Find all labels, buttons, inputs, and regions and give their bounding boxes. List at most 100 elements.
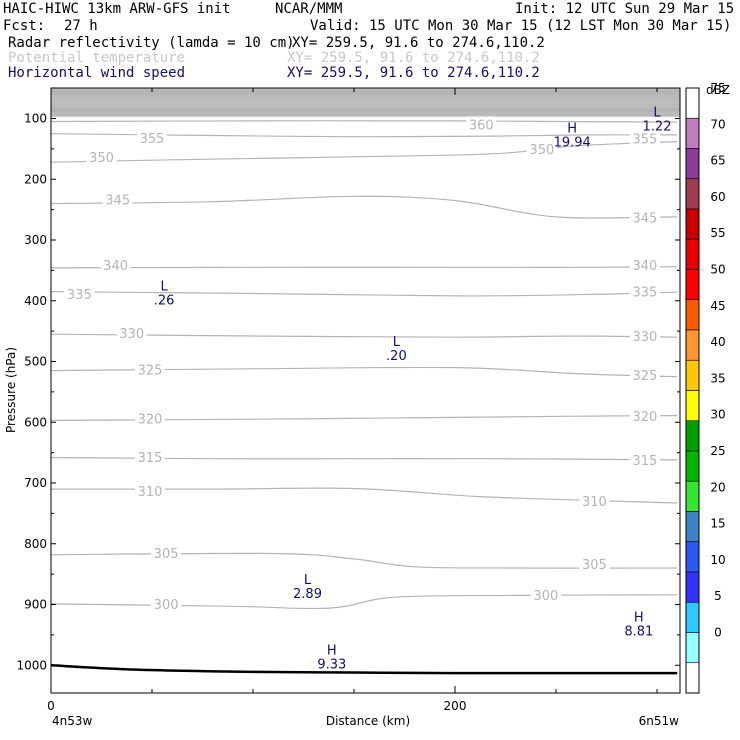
theta-label: 325 xyxy=(632,369,657,384)
colorbar-swatch xyxy=(685,390,700,422)
theta-label-bg xyxy=(135,361,165,377)
theta-label-bg xyxy=(629,328,660,343)
colorbar-level-label: 0 xyxy=(714,626,722,640)
theta-label-bg xyxy=(629,366,660,382)
theta-contour-360 xyxy=(51,120,678,123)
y-axis-title: Pressure (hPa) xyxy=(4,347,18,433)
wind-extremum-value: 8.81 xyxy=(624,625,653,640)
theta-label: 315 xyxy=(632,454,657,469)
x-tick-label: 0 xyxy=(47,699,55,713)
theta-label-bg xyxy=(102,191,133,207)
colorbar-swatch xyxy=(685,632,700,664)
theta-label-bg xyxy=(629,256,660,272)
wind-extremum-type: L xyxy=(653,105,661,120)
colorbar-title: dBZ xyxy=(706,83,730,97)
theta-label: 320 xyxy=(138,413,163,428)
theta-label: 340 xyxy=(632,259,657,274)
theta-label-bg xyxy=(137,129,167,145)
theta-contour-305 xyxy=(51,552,678,569)
wind-extremum-value: 19.94 xyxy=(554,136,591,151)
theta-label-bg xyxy=(135,410,165,426)
wind-extremum-value: 9.33 xyxy=(317,658,346,673)
colorbar-swatch xyxy=(685,117,700,149)
colorbar-frame xyxy=(685,87,700,694)
potential-temperature-contours xyxy=(51,120,678,610)
y-tick-label: 700 xyxy=(24,476,47,490)
x-start-location: 4n53w xyxy=(52,714,93,728)
colorbar-swatch xyxy=(685,178,700,210)
colorbar-swatch xyxy=(685,269,700,301)
theta-label-bg xyxy=(629,408,660,424)
theta-label: 360 xyxy=(469,119,494,134)
colorbar-swatch xyxy=(685,208,700,240)
theta-label: 345 xyxy=(632,212,657,227)
theta-label: 300 xyxy=(533,589,558,604)
colorbar-level-label: 25 xyxy=(710,444,725,458)
theta-label-bg xyxy=(135,482,165,498)
colorbar-level-label: 60 xyxy=(710,190,725,204)
plot-frame xyxy=(50,87,681,694)
theta-label: 355 xyxy=(632,133,657,148)
colorbar-level-label: 20 xyxy=(710,480,725,494)
institution-label: NCAR/MMM xyxy=(275,1,343,17)
wind-extremum-type: H xyxy=(327,644,337,659)
theta-label-bg xyxy=(629,130,660,146)
theta-label-bg xyxy=(466,116,497,132)
y-tick-label: 500 xyxy=(24,355,47,369)
colorbar-level-label: 75 xyxy=(710,81,725,95)
field-theta-xy: XY= 259.5, 91.6 to 274.6,110.2 xyxy=(287,50,540,66)
colorbar-level-label: 40 xyxy=(710,335,725,349)
potential-temperature-labels: 355 350 345 340 335 330 325 320 315 310 305 300 360 3… xyxy=(64,116,660,613)
stratosphere-contour-band xyxy=(51,88,680,117)
colorbar-swatch xyxy=(685,450,700,482)
theta-label-bg xyxy=(151,544,182,560)
colorbar-swatch xyxy=(685,420,700,452)
forecast-hour: 27 h xyxy=(64,18,98,34)
field-reflectivity-name: Radar reflectivity (lamda = 10 cm) xyxy=(8,35,295,51)
y-tick-label: 600 xyxy=(24,415,47,429)
wind-extremum-value: .26 xyxy=(154,294,175,309)
theta-contour-325 xyxy=(51,366,678,378)
axes: 100 200 300 400 500 600 700 800 900 1000 0 200 xyxy=(16,88,680,713)
field-theta-name: Potential temperature xyxy=(8,50,186,66)
theta-label: 335 xyxy=(67,288,92,303)
theta-label: 340 xyxy=(103,259,128,274)
valid-time: Valid: 15 UTC Mon 30 Mar 15 (12 LST Mon … xyxy=(310,18,732,34)
theta-label-bg xyxy=(86,148,117,164)
field-wind-name: Horizontal wind speed xyxy=(8,65,186,81)
forecast-label: Fcst: xyxy=(3,18,46,34)
theta-label: 320 xyxy=(632,410,657,425)
wind-extremum-type: L xyxy=(160,280,168,295)
colorbar-swatch xyxy=(685,299,700,331)
y-tick-label: 800 xyxy=(24,537,47,551)
reflectivity-colorbar: 0 5 10 15 20 25 30 35 40 45 50 55 60 65 70 75 xyxy=(685,81,726,694)
theta-contour-335 xyxy=(51,291,678,297)
colorbar-swatch xyxy=(685,480,700,512)
theta-label: 330 xyxy=(632,330,657,345)
theta-label: 355 xyxy=(140,132,165,147)
colorbar-swatch xyxy=(685,148,700,180)
theta-label: 335 xyxy=(632,286,657,301)
wind-extremum-type: H xyxy=(634,611,644,626)
model-title: HAIC-HIWC 13km ARW-GFS init xyxy=(3,1,231,17)
field-reflectivity-xy: XY= 259.5, 91.6 to 274.6,110.2 xyxy=(292,35,545,51)
theta-label: 310 xyxy=(582,495,607,510)
theta-contour-350 xyxy=(51,141,678,163)
colorbar-level-label: 30 xyxy=(710,408,725,422)
colorbar-swatch xyxy=(685,511,700,543)
wind-extremum-value: 2.89 xyxy=(293,587,322,602)
theta-label: 310 xyxy=(138,485,163,500)
theta-label: 330 xyxy=(119,327,144,342)
theta-contour-345 xyxy=(51,195,678,219)
colorbar-swatch xyxy=(685,541,700,573)
colorbar-swatch xyxy=(685,238,700,270)
colorbar-level-label: 55 xyxy=(710,226,725,240)
wind-extremum-value: .20 xyxy=(386,349,407,364)
theta-label-bg xyxy=(526,140,557,156)
x-tick-label: 200 xyxy=(444,699,467,713)
colorbar-level-label: 10 xyxy=(710,553,725,567)
colorbar-level-label: 70 xyxy=(710,117,725,131)
wind-extremum-type: L xyxy=(304,573,312,588)
colorbar-swatch xyxy=(685,571,700,603)
